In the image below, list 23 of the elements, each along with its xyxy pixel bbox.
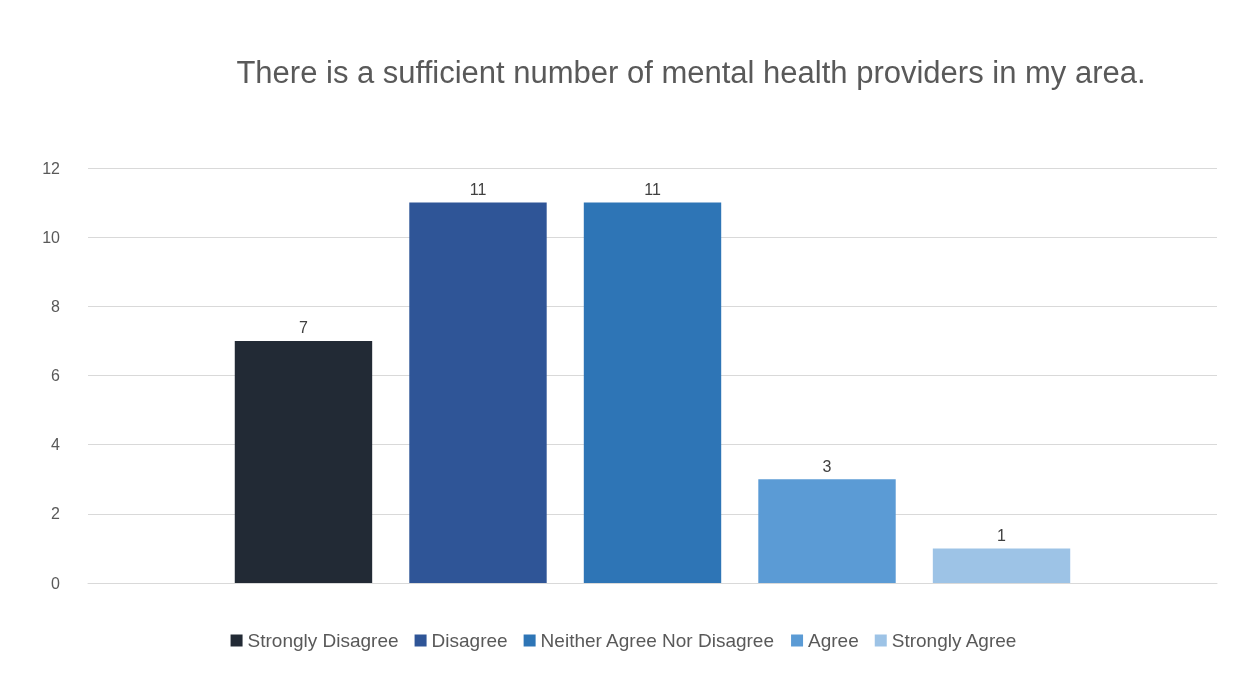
y-tick-label: 4	[51, 436, 61, 454]
data-label: 11	[469, 181, 487, 199]
legend-label: Disagree	[431, 630, 508, 651]
data-label: 11	[644, 181, 661, 199]
y-tick-label: 6	[51, 367, 61, 384]
chart-title: There is a sufficient number of mental health providers in my area.	[236, 54, 1146, 90]
bar	[409, 202, 547, 583]
legend-label: Strongly Agree	[891, 630, 1017, 651]
y-tick-label: 8	[51, 297, 61, 315]
data-label: 3	[822, 457, 832, 475]
y-tick-label: 2	[51, 505, 61, 523]
data-label: 1	[997, 526, 1007, 544]
bar	[583, 202, 722, 583]
data-label: 7	[299, 319, 309, 337]
legend-label: Neither Agree Nor Disagree	[540, 630, 775, 651]
legend-label: Agree	[808, 630, 859, 651]
y-tick-label: 10	[42, 228, 61, 246]
bar	[234, 340, 373, 583]
bar	[758, 479, 896, 583]
y-tick-label: 12	[42, 159, 61, 177]
legend-label: Strongly Disagree	[247, 630, 399, 651]
y-tick-label: 0	[51, 574, 61, 592]
bar	[932, 548, 1071, 583]
